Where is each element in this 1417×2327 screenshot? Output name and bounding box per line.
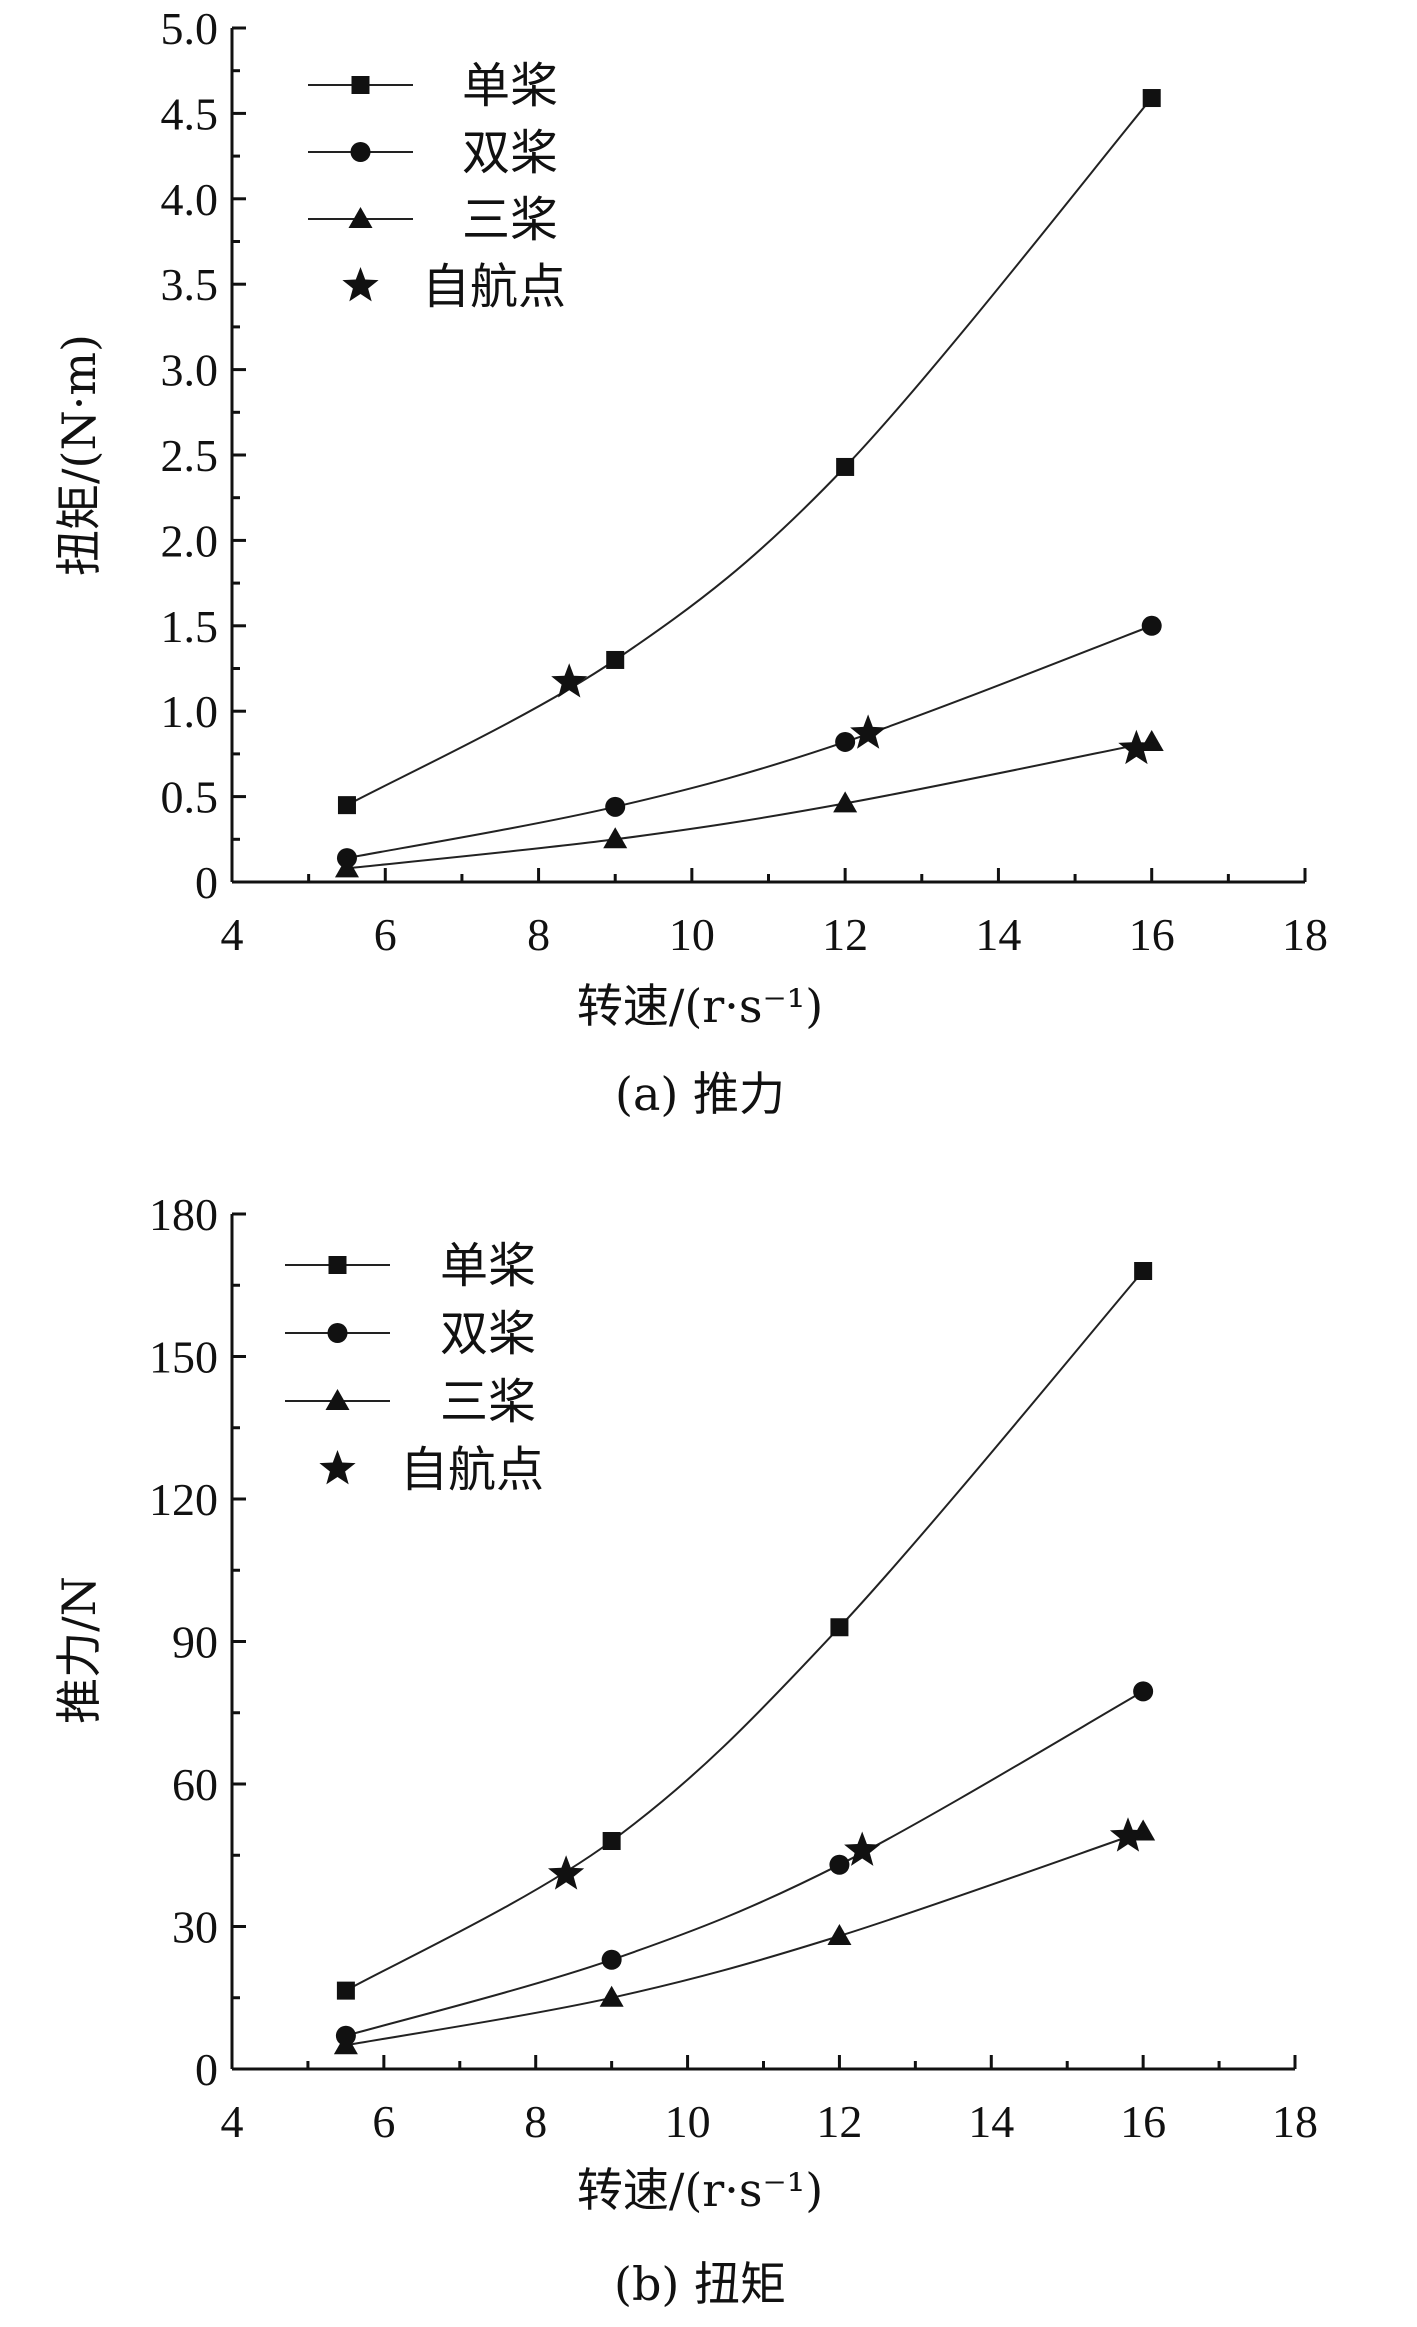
x-tick-label: 14: [975, 909, 1021, 960]
data-point-circle: [1133, 1681, 1154, 1702]
y-tick-label: 1.5: [161, 601, 219, 652]
data-point-star: [551, 663, 588, 698]
legend-marker-circle: [350, 142, 371, 162]
chart-caption: (b) 扭矩: [614, 2257, 786, 2311]
y-axis-title: 推力/N: [52, 1576, 106, 1724]
series-line-2: [346, 740, 1152, 870]
legend-label: 双桨: [440, 1306, 536, 1362]
y-tick-label: 0.5: [161, 772, 219, 823]
legend-marker-triangle: [325, 1389, 350, 1410]
x-axis-title: 转速/(r·s⁻¹): [577, 979, 823, 1033]
legend-label: 单桨: [440, 1238, 536, 1294]
x-tick-label: 10: [665, 2096, 711, 2147]
data-point-circle: [601, 1949, 622, 1970]
data-point-circle: [605, 796, 626, 817]
x-tick-label: 4: [221, 909, 244, 960]
y-tick-label: 90: [172, 1617, 218, 1668]
legend-marker-triangle: [348, 207, 373, 228]
data-point-star: [548, 1855, 585, 1890]
data-point-square: [1134, 1262, 1153, 1280]
legend-label: 自航点: [400, 1442, 544, 1498]
x-tick-label: 8: [524, 2096, 547, 2147]
legend-marker-star: [342, 267, 379, 302]
chart-caption: (a) 推力: [615, 1067, 785, 1121]
series-line-0: [345, 1270, 1144, 1992]
y-tick-label: 4.5: [161, 88, 219, 139]
x-tick-label: 12: [816, 2096, 862, 2147]
legend-marker-square: [351, 76, 370, 94]
series-line-1: [346, 624, 1153, 860]
legend-label: 自航点: [422, 259, 566, 315]
chart-b-thrust: 4 6 8 10 12 14 16 180306090120150180转速/(r·s⁻¹)推…: [52, 1189, 1318, 2311]
x-tick-label: 18: [1272, 2096, 1318, 2147]
data-point-star: [850, 714, 887, 749]
data-point-triangle: [833, 791, 858, 813]
data-point-triangle: [334, 856, 359, 878]
x-tick-label: 16: [1129, 909, 1175, 960]
y-tick-label: 0: [195, 2044, 218, 2095]
data-point-square: [1142, 89, 1161, 108]
legend-marker-star: [319, 1450, 356, 1485]
data-point-triangle: [827, 1924, 852, 1945]
y-tick-label: 120: [149, 1474, 218, 1525]
y-tick-label: 150: [149, 1332, 218, 1383]
y-tick-label: 180: [149, 1189, 218, 1240]
x-tick-label: 6: [374, 909, 397, 960]
legend-marker-square: [328, 1256, 347, 1274]
data-point-star: [1118, 729, 1155, 765]
y-tick-label: 30: [172, 1902, 218, 1953]
y-tick-label: 5.0: [161, 3, 219, 54]
data-point-square: [606, 650, 625, 669]
x-tick-label: 8: [527, 909, 550, 960]
data-point-square: [602, 1832, 621, 1850]
y-tick-label: 60: [172, 1759, 218, 1810]
series-line-1: [345, 1690, 1144, 2037]
x-tick-label: 4: [221, 2096, 244, 2147]
x-tick-label: 14: [968, 2096, 1014, 2147]
x-tick-label: 12: [822, 909, 868, 960]
data-point-square: [836, 457, 855, 476]
y-tick-label: 0: [195, 857, 218, 908]
x-axis-title: 转速/(r·s⁻¹): [577, 2163, 823, 2217]
x-tick-label: 18: [1282, 909, 1328, 960]
y-axis-title: 扭矩/(N·m): [52, 334, 106, 576]
x-tick-label: 16: [1120, 2096, 1166, 2147]
y-tick-label: 3.5: [161, 259, 219, 310]
data-point-square: [336, 1981, 355, 2000]
data-point-circle: [829, 1854, 850, 1875]
data-point-triangle: [599, 1985, 624, 2007]
data-point-circle: [835, 731, 856, 752]
legend-marker-circle: [327, 1323, 348, 1343]
data-point-star: [1109, 1817, 1146, 1852]
y-tick-label: 4.0: [161, 174, 219, 225]
data-point-circle: [1141, 615, 1162, 636]
x-tick-label: 10: [669, 909, 715, 960]
legend-label: 单桨: [462, 58, 558, 114]
data-point-triangle: [603, 827, 628, 849]
series-line-2: [345, 1830, 1144, 2047]
data-point-triangle: [333, 2033, 358, 2055]
data-point-square: [337, 796, 356, 815]
data-point-square: [830, 1618, 849, 1637]
legend-label: 三桨: [462, 192, 558, 248]
y-tick-label: 2.0: [161, 515, 219, 566]
series-line-0: [346, 97, 1153, 807]
y-tick-label: 1.0: [161, 686, 219, 737]
legend-label: 三桨: [440, 1374, 536, 1430]
y-tick-label: 2.5: [161, 430, 219, 481]
x-tick-label: 6: [372, 2096, 395, 2147]
y-tick-label: 3.0: [161, 345, 219, 396]
chart-a-torque: 4 6 8 10 12 14 16 18 0 0.5 1.0 1.5 2.0 2.5 3.0 3.5 4.0 4.…: [52, 3, 1328, 1121]
data-point-star: [844, 1831, 881, 1866]
legend-label: 双桨: [462, 125, 558, 181]
